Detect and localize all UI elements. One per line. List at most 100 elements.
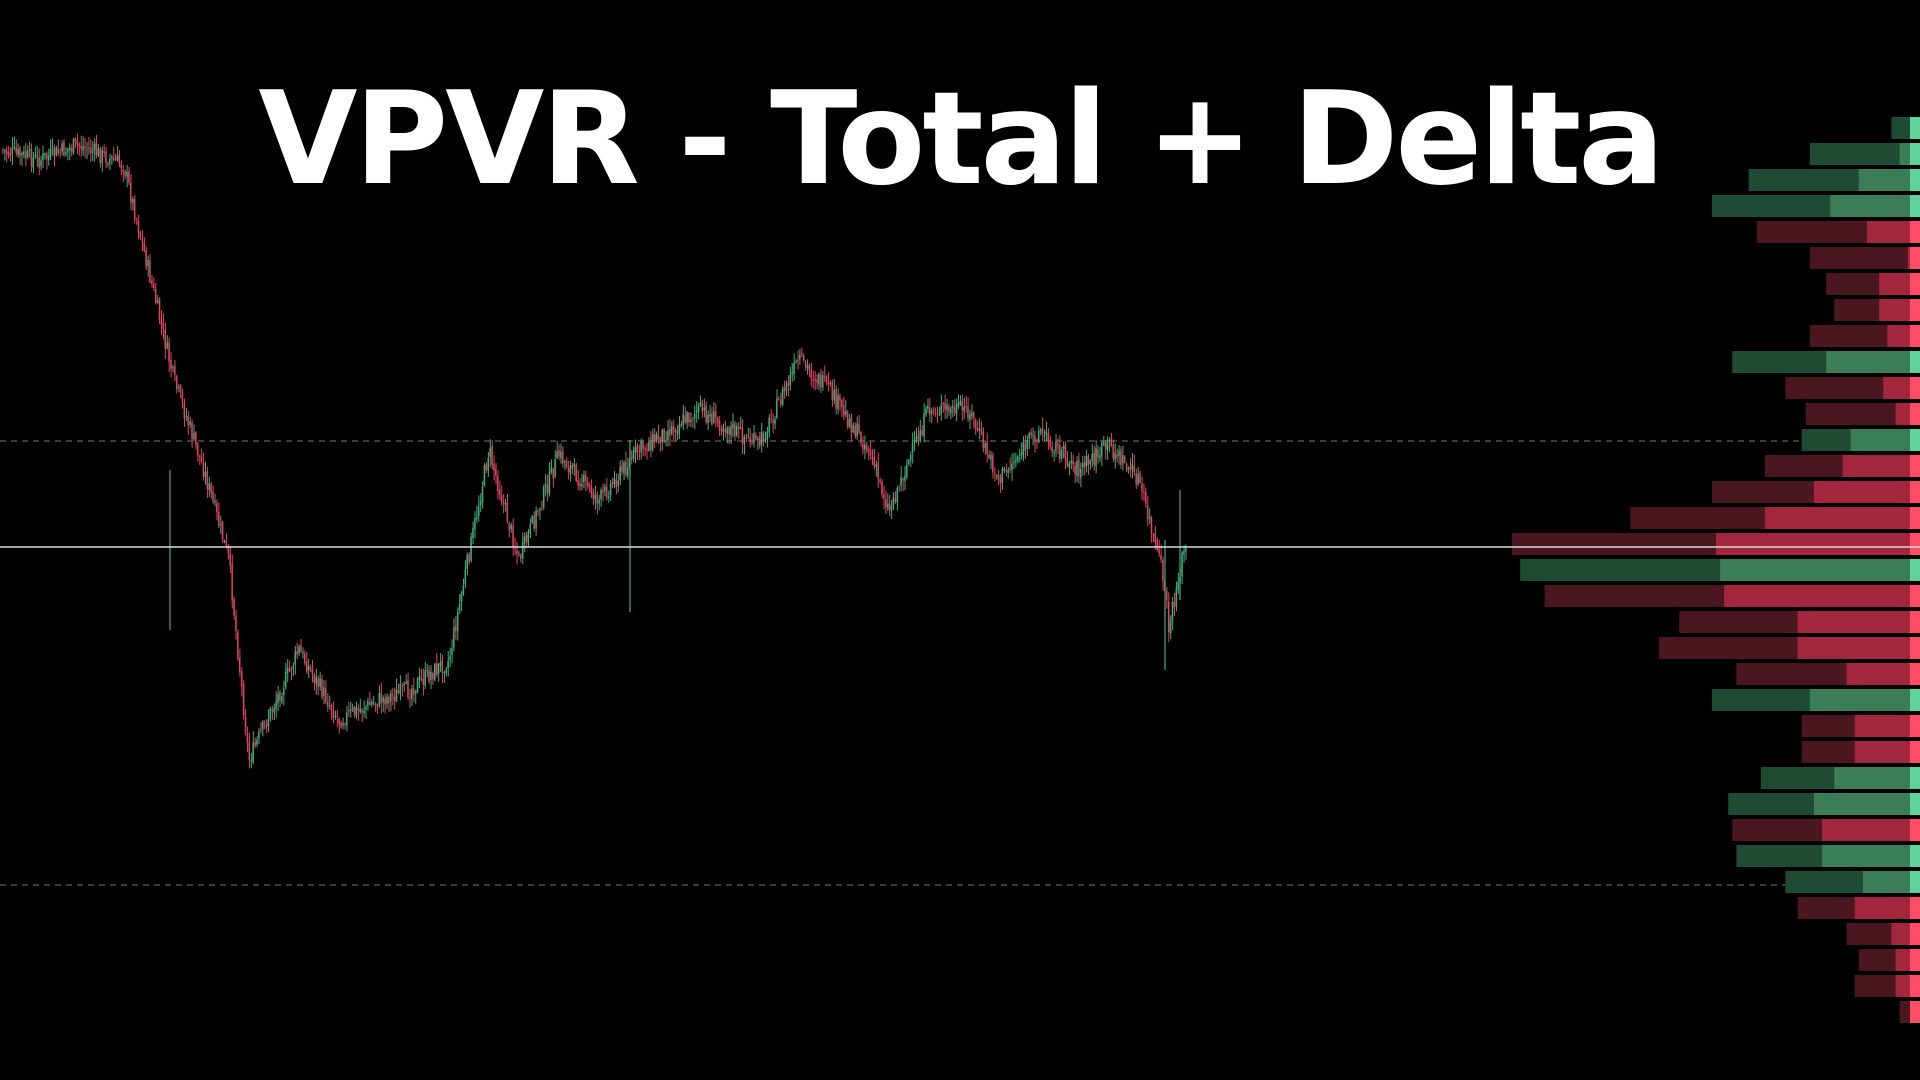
candle-body — [286, 668, 289, 674]
candle-body — [558, 449, 560, 457]
candle-body — [944, 402, 946, 410]
candle-body — [883, 494, 885, 499]
candle-body — [776, 398, 778, 418]
candle-body — [91, 151, 94, 153]
candle-body — [372, 702, 375, 704]
candle-body — [1185, 548, 1187, 552]
candle-body — [655, 434, 658, 442]
candle-body — [617, 480, 619, 487]
candle-body — [474, 518, 476, 530]
candle-body — [844, 410, 847, 415]
candle-body — [479, 501, 482, 506]
candle-body — [1007, 469, 1009, 473]
candle-body — [1049, 439, 1051, 447]
candle-body — [126, 171, 128, 177]
candle-body — [669, 429, 671, 436]
candle-body — [1079, 468, 1082, 478]
candle-body — [825, 376, 828, 383]
candle-body — [472, 527, 474, 539]
candle-body — [1018, 457, 1021, 459]
candle-body — [47, 155, 50, 161]
candle-body — [3, 150, 6, 152]
candle-body — [1074, 465, 1076, 475]
profile-delta-bar — [1826, 351, 1920, 373]
candle-body — [453, 627, 455, 648]
candle-body — [634, 447, 637, 453]
candle-body — [531, 516, 533, 523]
candle-body — [860, 432, 862, 443]
candle-body — [70, 148, 73, 152]
candle-body — [795, 361, 797, 363]
candle-body — [370, 702, 373, 705]
candle-body — [1167, 601, 1170, 633]
candle-body — [590, 486, 593, 495]
candle-body — [821, 374, 824, 388]
profile-edge-marker — [1910, 689, 1920, 711]
candle-body — [235, 616, 237, 631]
candle-body — [131, 198, 134, 203]
candle-body — [1055, 441, 1057, 451]
candle-body — [598, 499, 600, 504]
candle-body — [584, 474, 587, 481]
candle-body — [468, 554, 470, 563]
candle-body — [233, 598, 235, 616]
candle-body — [709, 413, 711, 417]
profile-edge-marker — [1910, 923, 1920, 945]
profile-edge-marker — [1910, 715, 1920, 737]
candle-body — [940, 405, 942, 415]
candle-body — [762, 433, 765, 442]
candle-body — [605, 486, 608, 498]
candle-body — [544, 484, 547, 487]
candle-body — [978, 428, 981, 430]
profile-delta-bar — [1862, 871, 1920, 893]
candle-body — [149, 260, 151, 283]
candle-body — [592, 493, 595, 500]
candle-body — [797, 360, 799, 362]
candle-body — [915, 436, 918, 442]
candle-body — [659, 437, 661, 444]
profile-edge-marker — [1910, 793, 1920, 815]
candle-body — [17, 148, 19, 155]
candle-body — [900, 476, 902, 486]
candle-body — [701, 403, 704, 412]
candle-body — [1154, 533, 1157, 542]
candle-body — [774, 419, 776, 424]
candle-body — [5, 150, 8, 154]
candle-body — [521, 542, 524, 560]
candle-body — [802, 354, 805, 361]
candle-body — [596, 494, 598, 504]
candle-body — [837, 394, 839, 409]
candle-body — [768, 417, 770, 433]
candle-body — [1083, 462, 1086, 468]
candle-body — [19, 148, 21, 157]
candle-body — [1158, 548, 1160, 554]
candle-body — [519, 555, 522, 559]
candle-body — [1133, 465, 1135, 473]
candle-body — [747, 435, 749, 437]
candle-body — [156, 300, 159, 303]
candle-body — [120, 163, 123, 169]
candle-body — [791, 372, 793, 374]
candle-body — [395, 689, 398, 702]
candle-body — [66, 148, 69, 152]
candle-body — [349, 709, 352, 712]
candle-body — [705, 405, 707, 422]
profile-delta-bar — [1879, 299, 1920, 321]
candle-body — [168, 341, 170, 362]
candle-body — [676, 431, 679, 434]
profile-edge-marker — [1910, 975, 1920, 997]
candle-body — [275, 701, 277, 710]
candle-body — [932, 409, 935, 411]
candle-body — [164, 329, 166, 349]
candle-body — [36, 155, 38, 157]
candle-body — [1100, 443, 1103, 457]
candle-body — [680, 424, 683, 427]
candle-body — [250, 760, 252, 762]
candle-body — [212, 491, 214, 501]
candle-body — [470, 536, 472, 561]
profile-delta-bar — [1854, 715, 1920, 737]
candle-body — [476, 517, 478, 520]
candle-body — [175, 376, 178, 390]
candle-body — [533, 516, 535, 529]
candle-body — [581, 483, 583, 487]
